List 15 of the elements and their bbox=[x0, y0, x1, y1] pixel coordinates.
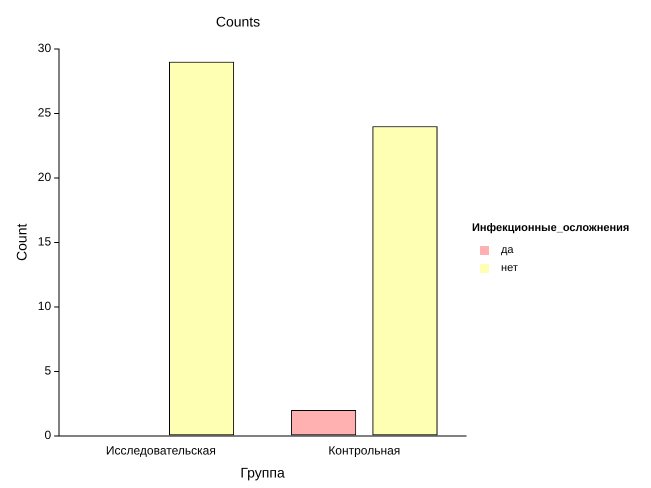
y-tick-label: 20 bbox=[38, 170, 52, 184]
y-tick-label: 25 bbox=[38, 106, 52, 120]
y-tick-label: 5 bbox=[44, 364, 52, 378]
chart-title: Counts bbox=[216, 13, 260, 30]
y-tick-label: 10 bbox=[38, 299, 52, 314]
x-axis-title: Группа bbox=[240, 464, 285, 480]
x-tick-label: Контрольная bbox=[328, 443, 400, 458]
legend-title: Инфекционные_осложнения bbox=[472, 222, 630, 234]
y-tick-label: 15 bbox=[38, 234, 52, 249]
legend-label: нет bbox=[501, 262, 518, 274]
y-tick-label: 30 bbox=[38, 41, 52, 56]
legend-label: да bbox=[501, 244, 514, 256]
y-tick-label: 0 bbox=[44, 428, 52, 442]
y-axis-title: Count bbox=[13, 224, 30, 261]
x-tick-label: Исследовательская bbox=[106, 443, 216, 458]
